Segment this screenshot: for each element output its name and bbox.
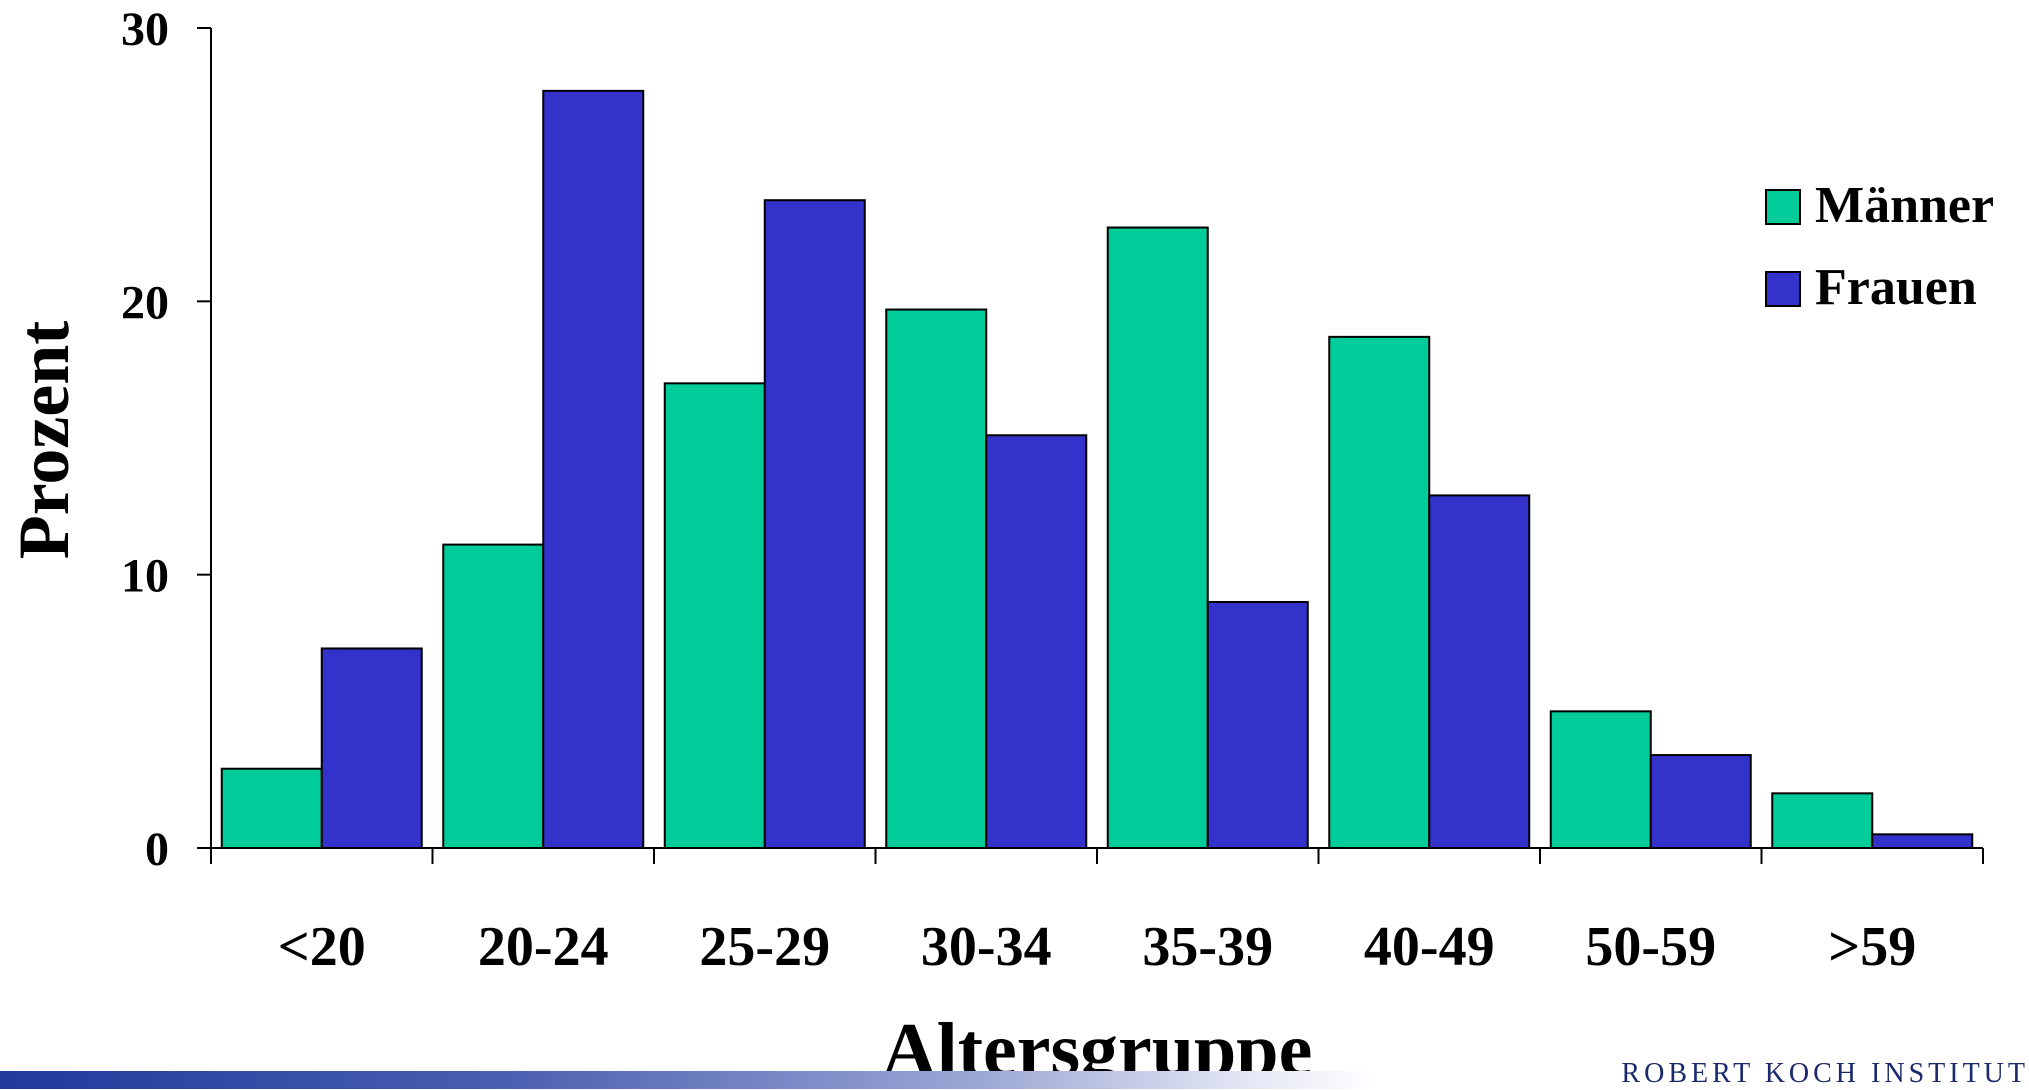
bar-maenner-3 — [885, 308, 988, 849]
bar-frauen-4 — [1206, 601, 1309, 849]
x-category-label-7: >59 — [1828, 916, 1916, 978]
bar-maenner-5 — [1328, 335, 1431, 849]
bar-maenner-1 — [442, 543, 545, 849]
bar-maenner-2 — [663, 382, 766, 849]
x-category-label-0: <20 — [278, 916, 366, 978]
legend-label-frauen: Frauen — [1815, 259, 1977, 316]
bar-maenner-7 — [1771, 792, 1874, 849]
x-category-label-4: 35-39 — [1142, 916, 1273, 978]
y-tick-label-0: 0 — [145, 823, 169, 876]
bar-maenner-4 — [1106, 226, 1209, 850]
bar-frauen-2 — [763, 199, 866, 849]
x-category-label-3: 30-34 — [921, 916, 1052, 978]
x-category-label-2: 25-29 — [699, 916, 830, 978]
x-category-label-6: 50-59 — [1585, 916, 1716, 978]
bar-frauen-1 — [542, 89, 645, 850]
y-tick-label-3: 30 — [121, 3, 169, 56]
bar-maenner-0 — [220, 767, 323, 850]
y-tick-label-1: 10 — [121, 550, 169, 603]
footer-band — [0, 1071, 2029, 1089]
y-axis-title: Prozent — [4, 321, 84, 560]
y-tick-label-2: 20 — [121, 276, 169, 329]
bar-frauen-0 — [320, 647, 423, 850]
legend-swatch-frauen — [1765, 271, 1801, 307]
bar-frauen-5 — [1428, 494, 1531, 849]
x-category-label-5: 40-49 — [1364, 916, 1495, 978]
bar-frauen-6 — [1649, 754, 1752, 849]
bar-maenner-6 — [1549, 710, 1652, 849]
legend-label-maenner: Männer — [1815, 177, 1994, 234]
bar-frauen-7 — [1871, 833, 1974, 849]
rki-logo: ROBERT KOCH INSTITUT — [1613, 1058, 2029, 1089]
x-category-label-1: 20-24 — [478, 916, 609, 978]
bar-frauen-3 — [985, 434, 1088, 849]
legend-swatch-maenner — [1765, 189, 1801, 225]
